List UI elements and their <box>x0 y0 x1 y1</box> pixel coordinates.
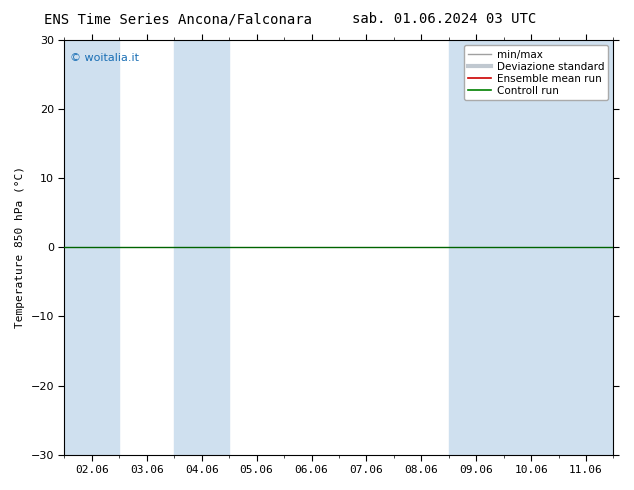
Bar <box>65 40 119 455</box>
Bar <box>559 40 614 455</box>
Bar <box>449 40 503 455</box>
Bar <box>503 40 559 455</box>
Y-axis label: Temperature 850 hPa (°C): Temperature 850 hPa (°C) <box>15 167 25 328</box>
Text: sab. 01.06.2024 03 UTC: sab. 01.06.2024 03 UTC <box>352 12 536 26</box>
Bar <box>174 40 229 455</box>
Text: © woitalia.it: © woitalia.it <box>70 52 139 63</box>
Text: ENS Time Series Ancona/Falconara: ENS Time Series Ancona/Falconara <box>44 12 311 26</box>
Legend: min/max, Deviazione standard, Ensemble mean run, Controll run: min/max, Deviazione standard, Ensemble m… <box>464 46 608 100</box>
